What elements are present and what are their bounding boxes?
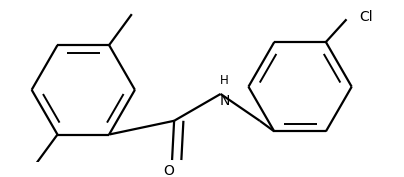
Text: H: H [220, 74, 229, 87]
Text: O: O [163, 164, 174, 177]
Text: Cl: Cl [359, 10, 372, 24]
Text: N: N [219, 94, 230, 108]
